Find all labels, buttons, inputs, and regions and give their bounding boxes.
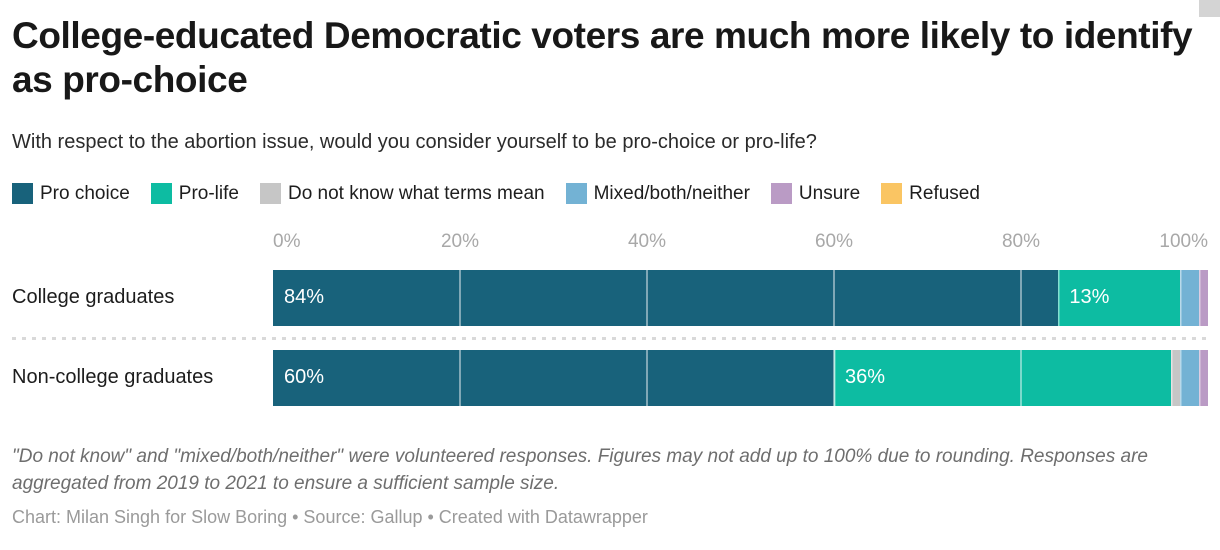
legend-swatch-mixed-both-neither [565, 183, 587, 205]
legend-item-refused: Refused [881, 183, 980, 205]
bar-row-non-college-graduates: Non-college graduates 60% 36% [12, 349, 1208, 406]
legend: Pro choice Pro-life Do not know what terms… [12, 183, 1208, 205]
credit: Chart: Milan Singh for Slow Boring • Sou… [12, 506, 648, 527]
legend-label: Pro choice [40, 182, 130, 204]
bar-rows: College graduates 84% 13% Non-college gradu… [12, 269, 1208, 406]
legend-label: Pro-life [178, 182, 239, 204]
stacked-bar: 60% 36% [273, 349, 1208, 406]
legend-label: Refused [909, 182, 980, 204]
axis-tick-20: 20% [440, 230, 480, 252]
bar-segment-unsure[interactable] [1198, 269, 1208, 326]
chart-title: College-educated Democratic voters are m… [12, 15, 1193, 101]
legend-swatch-unsure [770, 183, 792, 205]
legend-item-pro-life: Pro-life [150, 182, 239, 205]
chart-container: College-educated Democratic voters are m… [12, 15, 1208, 527]
category-label: Non-college graduates [12, 366, 214, 389]
segment-value-label: 36% [845, 366, 886, 389]
gridline-60 [833, 269, 835, 326]
row-separator [12, 336, 1208, 340]
bar-segment-pro-life[interactable]: 13% [1058, 269, 1180, 326]
axis-tick-60: 60% [814, 230, 854, 252]
legend-item-pro-choice: Pro choice [12, 183, 130, 205]
segment-value-label: 84% [284, 286, 325, 309]
bar-segment-mixed-both-neither[interactable] [1179, 349, 1199, 406]
bar-segment-mixed-both-neither[interactable] [1179, 269, 1199, 326]
legend-swatch-pro-life [150, 183, 172, 205]
segment-value-label: 13% [1069, 286, 1110, 309]
axis-tick-0: 0% [273, 230, 301, 252]
legend-item-unsure: Unsure [770, 182, 861, 205]
bar-row-college-graduates: College graduates 84% 13% [12, 269, 1208, 326]
gridline-40 [646, 269, 648, 326]
gridline-40 [646, 349, 648, 406]
x-axis: 0% 20% 40% 60% 80% 100% [273, 231, 1208, 253]
gridline-80 [1020, 269, 1022, 326]
legend-swatch-do-not-know-what-terms-mean [259, 183, 281, 205]
axis-tick-40: 40% [627, 230, 667, 252]
gridline-20 [459, 349, 461, 406]
axis-tick-100: 100% [1159, 230, 1208, 252]
axis-tick-80: 80% [1001, 230, 1041, 252]
gridline-60 [833, 349, 835, 406]
legend-label: Do not know what terms mean [287, 182, 545, 204]
legend-label: Unsure [798, 182, 861, 204]
scrollbar-corner [1199, 0, 1220, 17]
legend-label: Mixed/both/neither [593, 182, 750, 204]
stacked-bar: 84% 13% [273, 269, 1208, 326]
legend-item-mixed-both-neither: Mixed/both/neither [565, 182, 750, 205]
footnote: "Do not know" and "mixed/both/neither" w… [12, 445, 1148, 494]
bar-segment-do-not-know-what-terms-mean[interactable] [1170, 349, 1180, 406]
bar-segment-unsure[interactable] [1198, 349, 1208, 406]
bar-segment-pro-choice[interactable]: 84% [273, 269, 1059, 326]
gridline-80 [1020, 349, 1022, 406]
category-label: College graduates [12, 286, 175, 309]
segment-value-label: 60% [284, 366, 325, 389]
chart-subtitle: With respect to the abortion issue, woul… [12, 130, 817, 153]
bar-segment-pro-choice[interactable]: 60% [273, 349, 834, 406]
legend-swatch-refused [881, 183, 903, 205]
bar-segment-pro-life[interactable]: 36% [834, 349, 1171, 406]
gridline-20 [459, 269, 461, 326]
legend-item-do-not-know-what-terms-mean: Do not know what terms mean [259, 182, 545, 205]
legend-swatch-pro-choice [12, 183, 33, 205]
